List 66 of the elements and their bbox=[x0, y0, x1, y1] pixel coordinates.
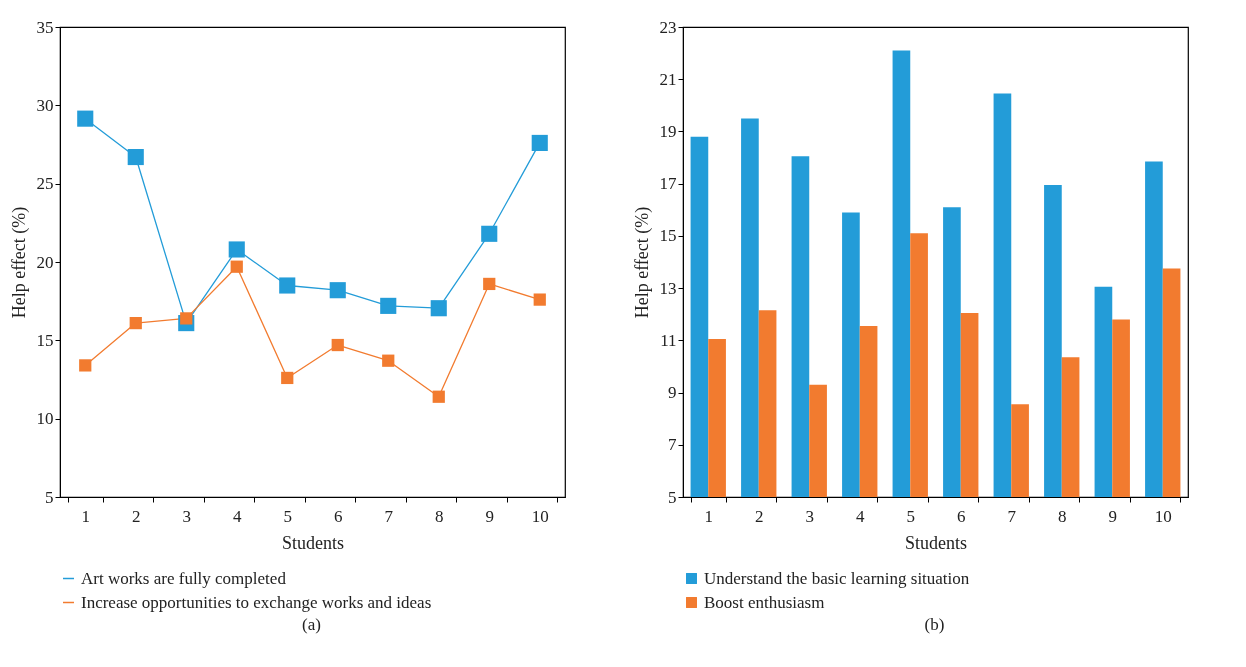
point bbox=[533, 293, 546, 306]
point bbox=[531, 134, 548, 151]
point bbox=[483, 277, 496, 291]
x-tick-label: 10 bbox=[1154, 506, 1172, 526]
x-tick-label: 2 bbox=[755, 506, 764, 526]
legend-label: Art works are fully completed bbox=[81, 568, 287, 588]
text: (a) bbox=[301, 615, 322, 635]
x-tick-label: 3 bbox=[805, 506, 814, 526]
y-tick-label: 15 bbox=[36, 330, 54, 350]
x-tick-label: 6 bbox=[334, 506, 343, 526]
y-axis-title: Help effect (%) bbox=[8, 206, 30, 319]
y-tick-label: 13 bbox=[659, 278, 677, 298]
y-tick-label: 17 bbox=[659, 174, 677, 194]
point bbox=[331, 338, 344, 352]
y-tick-label: 35 bbox=[36, 17, 54, 37]
y-tick-label: 11 bbox=[660, 330, 677, 350]
point bbox=[432, 390, 445, 403]
y-tick-label: 25 bbox=[36, 174, 54, 194]
y-axis-title: Help effect (%) bbox=[631, 206, 653, 319]
point bbox=[481, 225, 498, 242]
x-tick-label: 2 bbox=[132, 506, 141, 526]
legend-label: Increase opportunities to exchange works and ideas bbox=[81, 592, 432, 612]
x-tick-label: 3 bbox=[182, 506, 191, 526]
x-tick-label: 6 bbox=[957, 506, 966, 526]
x-tick-label: 9 bbox=[1108, 506, 1117, 526]
point bbox=[380, 297, 397, 314]
x-tick-label: 1 bbox=[81, 506, 90, 526]
y-tick-label: 5 bbox=[668, 487, 677, 507]
point bbox=[281, 371, 294, 385]
legend-label: Understand the basic learning situation bbox=[704, 568, 970, 588]
legend-label: Boost enthusiasm bbox=[704, 592, 825, 612]
point bbox=[77, 110, 94, 127]
point bbox=[230, 260, 243, 273]
x-tick-label: 8 bbox=[1058, 506, 1067, 526]
y-tick-label: 9 bbox=[668, 383, 677, 403]
x-tick-label: 5 bbox=[906, 506, 915, 526]
x-axis-title: Students bbox=[281, 532, 345, 553]
x-tick-label: 9 bbox=[485, 506, 494, 526]
y-tick-label: 19 bbox=[659, 121, 677, 141]
y-tick-label: 5 bbox=[45, 487, 54, 507]
point bbox=[279, 277, 296, 294]
x-tick-label: 4 bbox=[233, 506, 242, 526]
y-tick-label: 20 bbox=[36, 252, 54, 272]
x-tick-label: 5 bbox=[283, 506, 292, 526]
point bbox=[228, 241, 245, 258]
text: (b) bbox=[923, 615, 946, 635]
point bbox=[127, 148, 144, 166]
y-tick-label: 15 bbox=[659, 226, 677, 246]
x-tick-label: 7 bbox=[384, 506, 394, 526]
point bbox=[180, 312, 193, 325]
y-tick-label: 21 bbox=[659, 69, 677, 89]
y-tick-label: 30 bbox=[36, 95, 54, 115]
y-tick-label: 7 bbox=[668, 435, 677, 455]
y-tick-label: 10 bbox=[36, 409, 54, 429]
y-tick-label: 23 bbox=[659, 17, 677, 37]
x-tick-label: 8 bbox=[435, 506, 444, 526]
point bbox=[329, 282, 346, 299]
x-tick-label: 10 bbox=[531, 506, 549, 526]
x-axis-title: Students bbox=[904, 532, 968, 553]
point bbox=[382, 354, 395, 367]
x-tick-label: 1 bbox=[704, 506, 713, 526]
point bbox=[430, 300, 447, 317]
x-tick-label: 4 bbox=[856, 506, 865, 526]
point bbox=[79, 359, 92, 372]
x-tick-label: 7 bbox=[1007, 506, 1017, 526]
point bbox=[129, 316, 142, 330]
